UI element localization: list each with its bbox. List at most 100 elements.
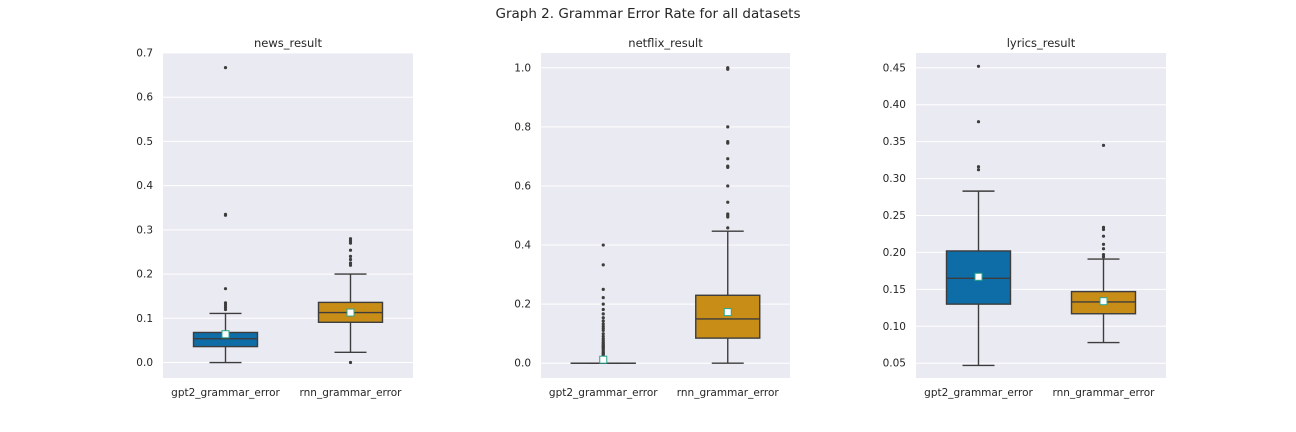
x-category-label: gpt2_grammar_error xyxy=(171,387,280,399)
y-tick-label: 0.10 xyxy=(883,321,906,333)
outlier-point xyxy=(726,157,730,161)
outlier-point xyxy=(726,184,730,188)
outlier-point xyxy=(601,296,605,300)
y-tick-label: 0.8 xyxy=(514,121,531,133)
outlier-point xyxy=(726,226,730,230)
outlier-point xyxy=(348,261,353,265)
outlier-point xyxy=(726,200,730,204)
outlier-point xyxy=(601,319,605,323)
outlier-point xyxy=(726,215,730,219)
y-tick-label: 0.7 xyxy=(136,48,153,60)
y-tick-label: 0.40 xyxy=(883,99,906,111)
y-tick-label: 0.2 xyxy=(136,269,153,281)
outlier-point xyxy=(601,316,605,320)
outlier-point xyxy=(348,360,353,365)
outlier-point xyxy=(348,257,353,262)
outlier-point xyxy=(601,328,605,333)
box-gpt2-grammar-error xyxy=(945,64,1012,367)
outlier-point xyxy=(601,322,605,326)
y-tick-label: 0.35 xyxy=(883,136,906,148)
outlier-point xyxy=(223,303,228,307)
y-tick-label: 0.25 xyxy=(883,210,906,222)
panel-news-result: news_result 0.0 0.1 0.2 0.3 0.4 0.5 0.6 0.7 gpt2_… xyxy=(136,36,413,399)
outlier-point xyxy=(1101,234,1106,238)
mean-marker xyxy=(974,272,983,281)
outlier-point xyxy=(348,237,353,241)
box-rnn-grammar-error xyxy=(695,66,761,364)
outlier-point xyxy=(601,302,605,306)
outlier-point xyxy=(348,254,353,259)
outlier-point xyxy=(726,165,730,169)
outlier-point xyxy=(726,141,730,145)
outlier-point xyxy=(726,125,730,129)
outlier-point xyxy=(601,334,605,338)
outlier-point xyxy=(976,168,981,172)
outlier-point xyxy=(1101,253,1106,257)
outlier-point xyxy=(601,312,605,316)
mean-marker xyxy=(221,330,230,339)
y-tick-label: 0.45 xyxy=(883,62,906,74)
x-category-label: rnn_grammar_error xyxy=(677,387,780,399)
y-tick-label: 0.15 xyxy=(883,284,906,296)
outlier-point xyxy=(348,248,353,252)
outlier-point xyxy=(976,120,981,124)
outlier-point xyxy=(223,307,228,312)
y-tick-label: 0.6 xyxy=(514,180,531,192)
box-gpt2-grammar-error xyxy=(570,243,636,364)
subplot-title: news_result xyxy=(254,36,323,50)
x-category-label: gpt2_grammar_error xyxy=(549,387,658,399)
plot-area xyxy=(163,53,413,378)
box-rnn-grammar-error xyxy=(1070,143,1137,344)
y-tick-label: 0.05 xyxy=(883,358,906,370)
figure-title: Graph 2. Grammar Error Rate for all data… xyxy=(495,6,801,22)
outlier-point xyxy=(348,239,353,243)
outlier-point xyxy=(348,241,353,245)
outlier-point xyxy=(976,165,981,169)
y-tick-label: 0.5 xyxy=(136,136,153,148)
mean-marker xyxy=(1099,297,1108,306)
panel-netflix-result: netflix_result 0.0 0.2 0.4 0.6 0.8 1.0 gpt2_gra… xyxy=(514,36,790,399)
x-category-label: gpt2_grammar_error xyxy=(924,387,1033,399)
outlier-point xyxy=(601,263,605,267)
mean-marker xyxy=(346,308,355,317)
y-tick-label: 1.0 xyxy=(514,62,531,74)
outlier-point xyxy=(601,243,605,247)
outlier-point xyxy=(223,287,228,291)
outlier-point xyxy=(348,263,353,267)
outlier-point xyxy=(601,307,605,312)
outlier-point xyxy=(601,287,605,291)
outlier-point xyxy=(223,213,228,217)
outlier-point xyxy=(1101,255,1106,259)
outlier-point xyxy=(1101,247,1106,251)
mean-marker xyxy=(723,308,732,317)
outlier-point xyxy=(976,64,981,68)
outlier-point xyxy=(1101,227,1106,232)
y-tick-label: 0.3 xyxy=(136,224,153,236)
box-rnn-grammar-error xyxy=(317,237,384,365)
outlier-point xyxy=(1101,225,1106,229)
y-tick-label: 0.30 xyxy=(883,173,906,185)
y-tick-label: 0.4 xyxy=(136,180,153,192)
outlier-point xyxy=(223,305,228,309)
iqr-box xyxy=(695,294,761,339)
outlier-point xyxy=(1101,143,1106,147)
outlier-point xyxy=(601,332,605,336)
y-tick-label: 0.20 xyxy=(883,247,906,259)
outlier-point xyxy=(223,65,228,70)
outlier-point xyxy=(223,301,228,305)
x-category-label: rnn_grammar_error xyxy=(1053,387,1156,399)
y-tick-label: 0.6 xyxy=(136,92,153,104)
y-tick-label: 0.0 xyxy=(136,357,153,369)
outlier-point xyxy=(1101,242,1106,246)
outlier-point xyxy=(726,67,730,71)
y-tick-label: 0.4 xyxy=(514,240,531,252)
subplot-title: netflix_result xyxy=(628,36,703,50)
panel-lyrics-result: lyrics_result 0.05 0.10 0.15 0.20 0.25 0.30 0.3… xyxy=(883,36,1166,399)
subplot-title: lyrics_result xyxy=(1007,36,1076,50)
mean-marker xyxy=(599,355,608,364)
box-gpt2-grammar-error xyxy=(192,65,259,364)
x-category-label: rnn_grammar_error xyxy=(300,387,403,399)
y-tick-label: 0.0 xyxy=(514,358,531,370)
y-tick-label: 0.1 xyxy=(136,313,153,325)
